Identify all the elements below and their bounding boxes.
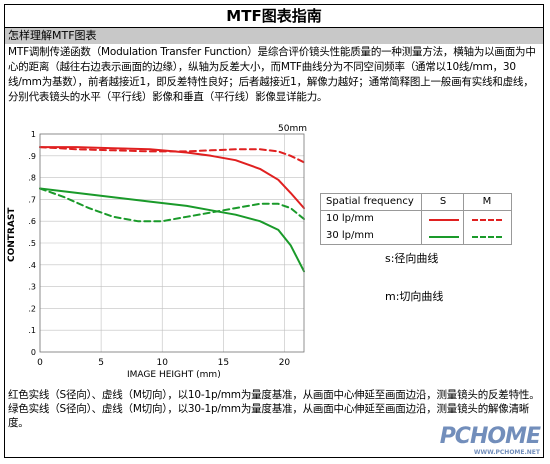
mtf-line-red-solid bbox=[39, 146, 305, 210]
y-tick-label: .7 bbox=[28, 195, 36, 204]
document-title: MTF图表指南 bbox=[5, 5, 543, 28]
legend-header-frequency: Spatial frequency bbox=[326, 196, 414, 207]
plot-frame bbox=[39, 133, 305, 353]
pchome-watermark-logo: PCHOME WWW.PCHOME.NET bbox=[439, 424, 541, 456]
legend-swatch-red-solid bbox=[429, 219, 459, 221]
legend-divider bbox=[321, 210, 511, 211]
legend-header-s: S bbox=[439, 196, 447, 207]
legend-row-30lp: 30 lp/mm bbox=[321, 228, 511, 244]
mtf-line-red-dashed bbox=[39, 146, 305, 164]
y-tick-label: .3 bbox=[28, 283, 36, 292]
legend-row-label: 30 lp/mm bbox=[326, 230, 374, 241]
focal-length-label: 50mm bbox=[278, 124, 307, 134]
legend-swatch-green-solid bbox=[429, 236, 459, 238]
legend-swatch-green-dashed bbox=[472, 236, 502, 238]
red-curve-note: 红色实线（S径向）、虚线（M切向），以10-1p/mm为量度基准，从画面中心伸延… bbox=[8, 389, 540, 401]
y-tick-label: .4 bbox=[28, 261, 36, 270]
green-curve-note: 绿色实线（S径向）、虚线（M切向），以30-1p/mm为量度基准，从画面中心伸延… bbox=[8, 403, 530, 429]
watermark-url: WWW.PCHOME.NET bbox=[473, 449, 540, 456]
mtf-line-green-dashed bbox=[39, 187, 305, 223]
m-curve-note: m:切向曲线 bbox=[385, 290, 444, 303]
x-tick-label: 0 bbox=[37, 358, 43, 368]
y-tick-label: .6 bbox=[28, 217, 36, 226]
y-axis-label: CONTRAST bbox=[7, 207, 17, 262]
x-tick-label: 15 bbox=[218, 358, 229, 368]
y-tick-label: .2 bbox=[28, 304, 36, 313]
x-tick-label: 5 bbox=[98, 358, 104, 368]
legend-swatch-red-dashed bbox=[472, 219, 502, 221]
x-tick-label: 10 bbox=[156, 358, 168, 368]
legend-row-10lp: 10 lp/mm bbox=[321, 211, 511, 227]
y-tick-label: 0 bbox=[31, 348, 36, 357]
s-curve-note: s:径向曲线 bbox=[385, 252, 439, 265]
intro-paragraph: MTF调制传递函数（Modulation Transfer Function）是… bbox=[8, 46, 536, 103]
y-tick-label: .5 bbox=[28, 239, 36, 248]
watermark-text: PCHOME bbox=[439, 424, 541, 449]
legend-header: Spatial frequency S M bbox=[321, 194, 511, 210]
legend-header-m: M bbox=[482, 196, 492, 207]
chart-axes: 0.1.2.3.4.5.6.7.8.910 5 10 15 20 bbox=[28, 130, 305, 368]
y-tick-label: .1 bbox=[28, 326, 36, 335]
chart-series bbox=[39, 146, 305, 273]
y-tick-label: .8 bbox=[28, 174, 36, 183]
x-tick-label: 20 bbox=[279, 358, 291, 368]
section-heading: 怎样理解MTF图表 bbox=[5, 28, 543, 44]
legend-row-label: 10 lp/mm bbox=[326, 213, 374, 224]
y-tick-label: .9 bbox=[28, 152, 36, 161]
y-tick-label: 1 bbox=[31, 130, 36, 139]
chart-grid bbox=[39, 133, 304, 353]
legend-divider bbox=[421, 194, 422, 244]
legend-divider bbox=[463, 194, 464, 244]
mtf-line-green-solid bbox=[39, 187, 305, 273]
chart-legend: Spatial frequency S M 10 lp/mm 30 lp/mm bbox=[320, 193, 512, 245]
document-frame bbox=[4, 4, 544, 458]
x-axis-label: IMAGE HEIGHT (mm) bbox=[127, 370, 221, 380]
curve-explanation: 红色实线（S径向）、虚线（M切向），以10-1p/mm为量度基准，从画面中心伸延… bbox=[8, 388, 542, 430]
